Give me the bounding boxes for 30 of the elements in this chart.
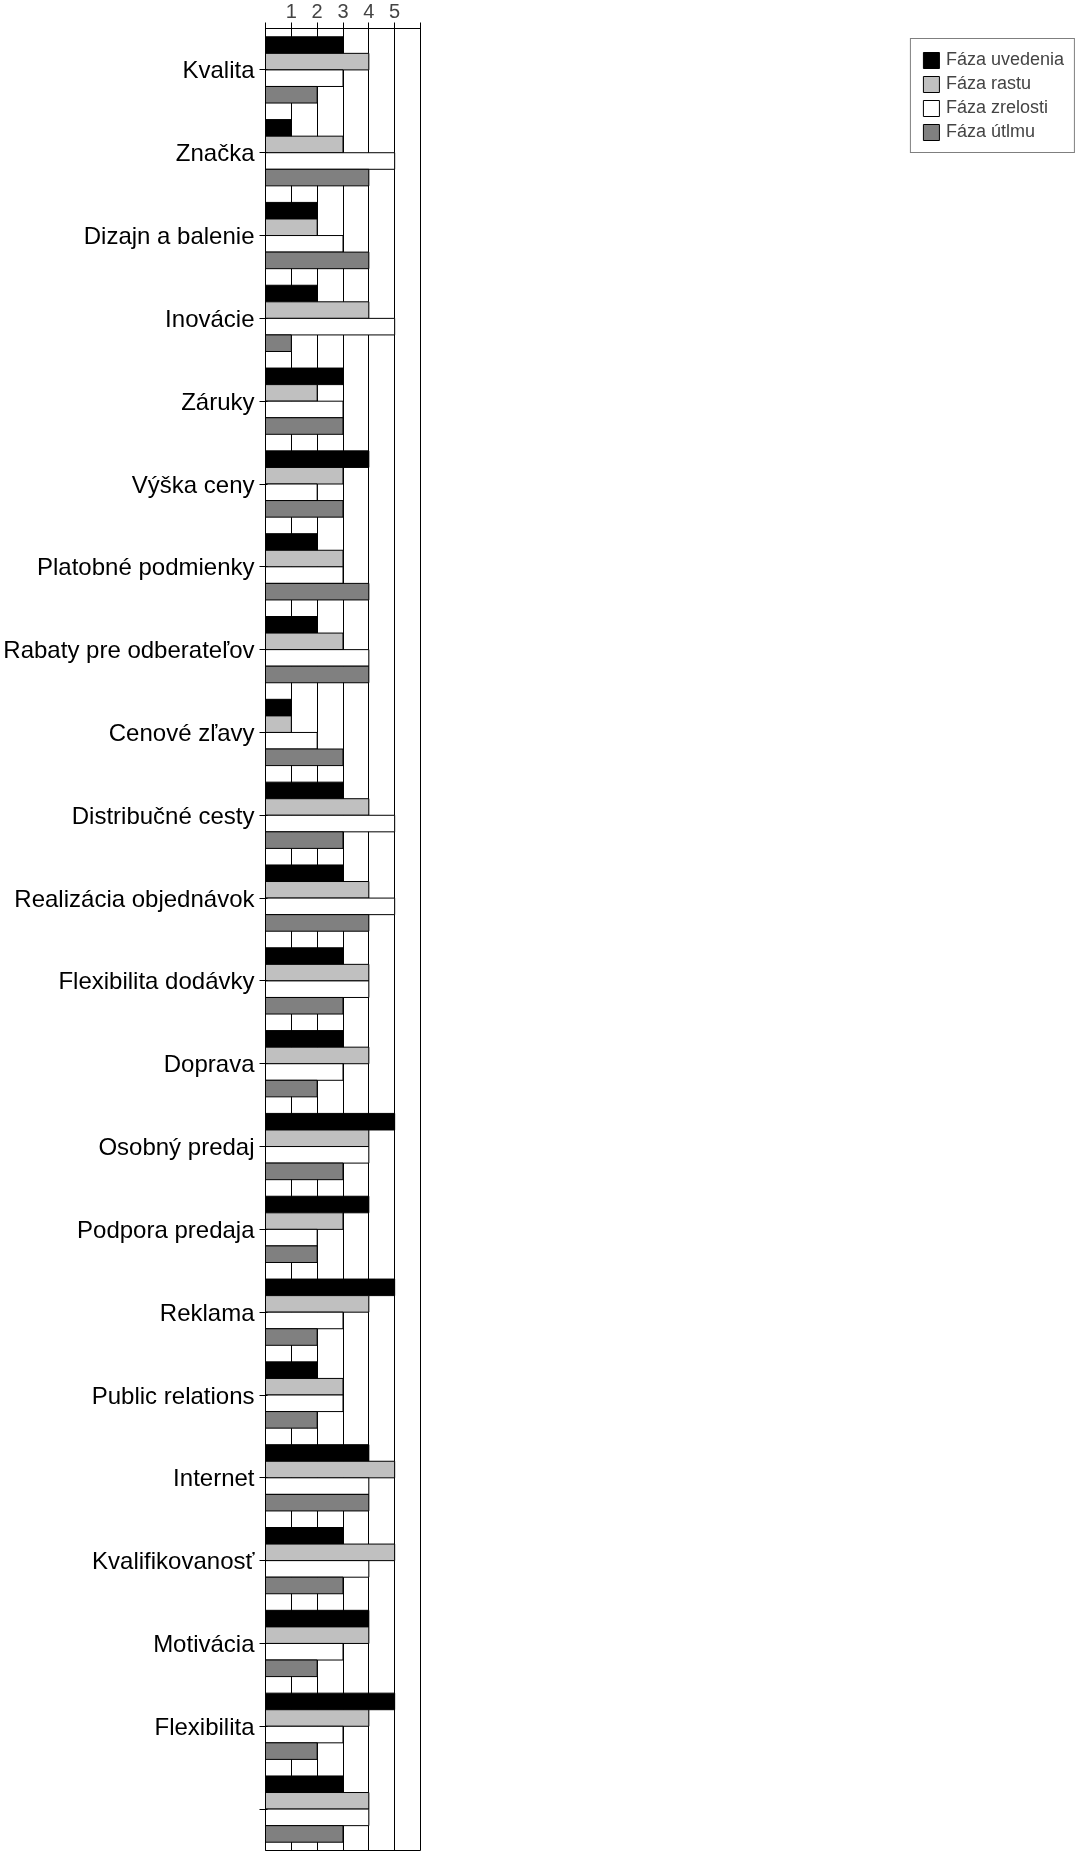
y-tick-label: Cenové zľavy: [108, 718, 255, 746]
y-tick-label: Výška ceny: [131, 470, 255, 498]
y-tick-label: Záruky: [181, 387, 255, 415]
x-tick-label: 2: [311, 0, 323, 22]
y-tick-label: Osobný predaj: [98, 1133, 255, 1161]
legend-label: Fáza uvedenia: [945, 49, 1064, 70]
x-tick-label: 1: [285, 0, 297, 22]
y-tick-label: Kvalifikovanosť: [92, 1547, 256, 1575]
y-tick-label: Platobné podmienky: [37, 553, 255, 581]
y-tick-label: Kvalita: [182, 56, 256, 84]
y-tick-label: Flexibilita dodávky: [58, 967, 255, 995]
y-tick-label: Značka: [175, 139, 256, 167]
legend-label: Fáza zrelosti: [945, 97, 1048, 118]
legend-label: Fáza útlmu: [945, 121, 1035, 142]
x-tick-label: 5: [389, 0, 401, 22]
y-tick-label: Motivácia: [153, 1629, 256, 1657]
y-tick-label: Realizácia objednávok: [14, 884, 256, 912]
legend-label: Fáza rastu: [945, 73, 1031, 94]
y-tick-label: Doprava: [163, 1050, 256, 1078]
y-tick-label: Dizajn a balenie: [83, 222, 255, 250]
y-tick-label: Public relations: [91, 1381, 255, 1409]
y-tick-label: Rabaty pre odberateľov: [3, 636, 255, 664]
y-tick-label: Distribučné cesty: [71, 801, 255, 829]
y-tick-label: Internet: [173, 1464, 255, 1492]
x-tick-label: 3: [337, 0, 349, 22]
y-tick-label: Flexibilita: [154, 1712, 256, 1740]
x-tick-label: 4: [363, 0, 375, 22]
y-tick-label: Podpora predaja: [77, 1215, 256, 1243]
y-tick-label: Reklama: [159, 1298, 256, 1326]
y-tick-label: Inovácie: [165, 304, 255, 332]
